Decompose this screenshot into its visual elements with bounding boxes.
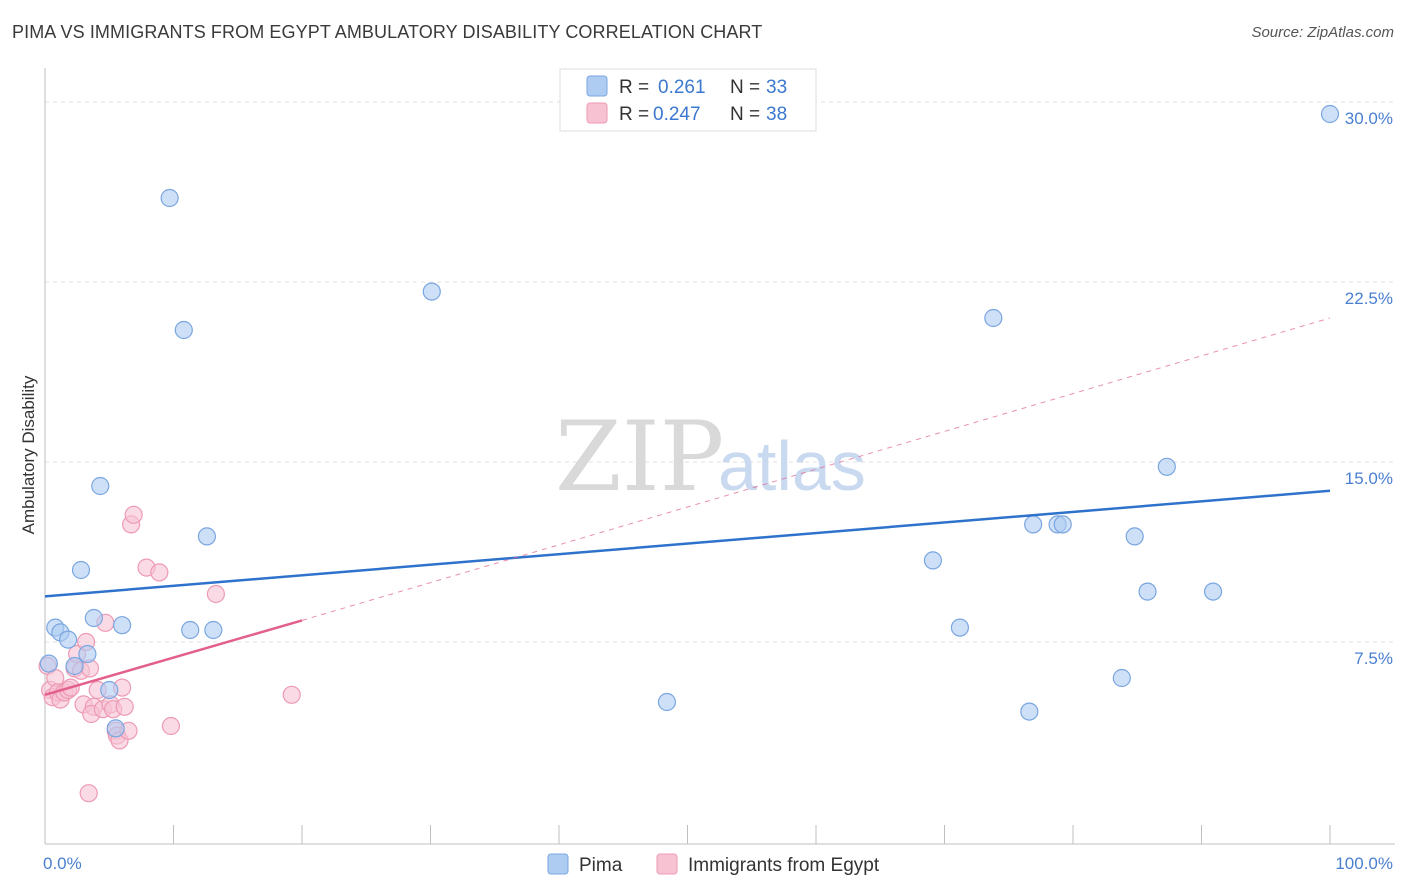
pima-point xyxy=(65,656,84,676)
pima-point xyxy=(1320,104,1340,124)
pima-point xyxy=(91,476,110,496)
pima-point xyxy=(422,282,441,301)
egypt-point xyxy=(124,505,143,524)
pima-point xyxy=(78,644,97,664)
egypt-point xyxy=(79,784,98,803)
pima-point xyxy=(197,527,217,546)
legend-swatch-pima xyxy=(586,75,608,97)
chart-title: PIMA VS IMMIGRANTS FROM EGYPT AMBULATORY… xyxy=(12,22,763,42)
legend-r-label-egypt: R = xyxy=(619,104,649,125)
pima-point xyxy=(923,551,943,570)
pima-point xyxy=(1203,582,1223,601)
egypt-point xyxy=(282,685,301,704)
egypt-point xyxy=(206,584,226,604)
watermark-atlas: atlas xyxy=(718,427,866,505)
trend-lines xyxy=(44,317,1331,697)
y-tick-label: 15.0% xyxy=(1345,469,1393,488)
pima-point xyxy=(1020,702,1039,721)
source-credit: Source: ZipAtlas.com xyxy=(1251,24,1394,41)
y-tick-label: 7.5% xyxy=(1354,649,1393,668)
series-legend-label-egypt: Immigrants from Egypt xyxy=(688,855,880,876)
correlation-legend: R = 0.261 N = 33 R = 0.247 N = 38 xyxy=(559,68,817,132)
watermark-zip: ZIP xyxy=(555,401,724,513)
pima-point xyxy=(204,620,223,640)
pima-point xyxy=(984,308,1003,328)
egypt-point xyxy=(150,563,169,582)
grid-lines xyxy=(45,101,1395,643)
watermark: ZIP atlas xyxy=(555,401,866,513)
pima-point xyxy=(84,608,103,628)
pima-point xyxy=(112,616,132,635)
pima-point xyxy=(59,630,78,649)
pima-point xyxy=(160,188,179,208)
pima-trend-line xyxy=(44,489,1331,598)
egypt-point xyxy=(161,716,181,736)
pima-point xyxy=(950,618,970,637)
pima-point xyxy=(39,654,58,673)
axes xyxy=(44,68,1395,845)
y-tick-label: 30.0% xyxy=(1345,109,1393,128)
pima-point xyxy=(657,692,677,712)
legend-n-label-pima: N = xyxy=(730,77,760,98)
pima-point xyxy=(100,680,119,700)
pima-point xyxy=(181,620,200,640)
egypt-point xyxy=(115,697,134,716)
legend-r-value-pima: 0.261 xyxy=(658,77,706,98)
pima-point xyxy=(1138,582,1157,601)
pima-point xyxy=(106,719,125,738)
legend-swatch-egypt xyxy=(586,102,608,124)
pima-point xyxy=(1112,668,1131,688)
y-axis-title: Ambulatory Disability xyxy=(19,375,38,534)
series-legend-swatch-egypt xyxy=(656,853,678,875)
pima-point xyxy=(1024,515,1043,534)
pima-point xyxy=(174,320,193,340)
legend-n-label-egypt: N = xyxy=(730,104,760,125)
series-legend-swatch-pima xyxy=(547,853,569,875)
legend-n-value-egypt: 38 xyxy=(766,104,787,125)
series-legend-label-pima: Pima xyxy=(579,855,623,876)
series-legend: Pima Immigrants from Egypt xyxy=(547,853,880,876)
pima-point xyxy=(1125,527,1144,546)
pima-point xyxy=(71,560,91,580)
y-tick-label: 22.5% xyxy=(1345,289,1393,308)
pima-point xyxy=(1157,457,1176,476)
tick-labels: 7.5% 15.0% 22.5% 30.0% 0.0% 100.0% xyxy=(43,109,1393,873)
data-points xyxy=(38,104,1340,803)
egypt-trend-line xyxy=(44,619,303,697)
legend-r-value-egypt: 0.247 xyxy=(653,104,701,125)
egypt-trend-extension xyxy=(301,317,1331,621)
x-tick-label: 0.0% xyxy=(43,854,82,873)
legend-r-label-pima: R = xyxy=(619,77,649,98)
legend-n-value-pima: 33 xyxy=(766,77,787,98)
pima-point xyxy=(1053,515,1072,534)
x-tick-label: 100.0% xyxy=(1335,854,1393,873)
